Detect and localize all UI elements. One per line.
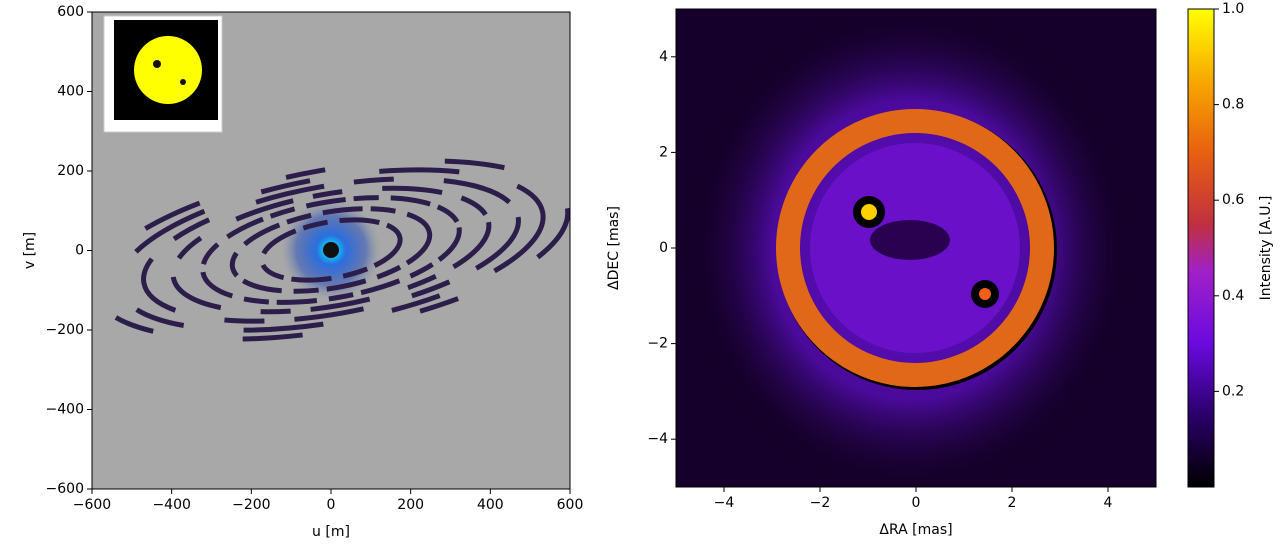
y-tick-label: 0 bbox=[659, 240, 668, 256]
y-tick-label: −2 bbox=[647, 336, 668, 352]
x-tick-label: −2 bbox=[810, 495, 831, 511]
y-axis-label: v [m] bbox=[22, 232, 38, 269]
x-tick-label: −600 bbox=[73, 497, 111, 513]
colorbar-tick-label: 1.0 bbox=[1222, 1, 1244, 17]
x-axis-label: ΔRA [mas] bbox=[879, 522, 952, 538]
colorbar bbox=[1187, 8, 1215, 488]
y-tick-label: 4 bbox=[659, 49, 668, 65]
y-axis-label: ΔDEC [mas] bbox=[606, 206, 622, 290]
intensity-map bbox=[676, 9, 1156, 487]
x-tick-label: −4 bbox=[714, 495, 735, 511]
x-tick-label: 0 bbox=[327, 497, 336, 513]
x-tick-label: 400 bbox=[477, 497, 504, 513]
x-tick-label: −400 bbox=[152, 497, 190, 513]
y-tick-label: 200 bbox=[57, 163, 84, 179]
colorbar-tick-label: 0.4 bbox=[1222, 288, 1244, 304]
inset bbox=[103, 15, 223, 133]
x-tick-label: 200 bbox=[397, 497, 424, 513]
y-tick-label: 2 bbox=[659, 144, 668, 160]
x-tick-label: 4 bbox=[1104, 495, 1113, 511]
x-tick-label: 2 bbox=[1008, 495, 1017, 511]
y-tick-label: −400 bbox=[46, 402, 84, 418]
y-tick-label: 0 bbox=[75, 243, 84, 259]
y-tick-label: −4 bbox=[647, 431, 668, 447]
colorbar-tick-label: 0.8 bbox=[1222, 97, 1244, 113]
y-tick-label: −600 bbox=[46, 481, 84, 497]
colorbar-label: Intensity [A.U.] bbox=[1258, 196, 1274, 301]
colorbar-tick-label: 0.6 bbox=[1222, 192, 1244, 208]
colorbar-tick-label: 0.2 bbox=[1222, 383, 1244, 399]
x-tick-label: 0 bbox=[912, 495, 921, 511]
y-tick-label: 400 bbox=[57, 84, 84, 100]
y-tick-label: 600 bbox=[57, 4, 84, 20]
x-tick-label: −200 bbox=[232, 497, 270, 513]
y-tick-label: −200 bbox=[46, 322, 84, 338]
x-tick-label: 600 bbox=[557, 497, 584, 513]
x-axis-label: u [m] bbox=[312, 524, 350, 540]
